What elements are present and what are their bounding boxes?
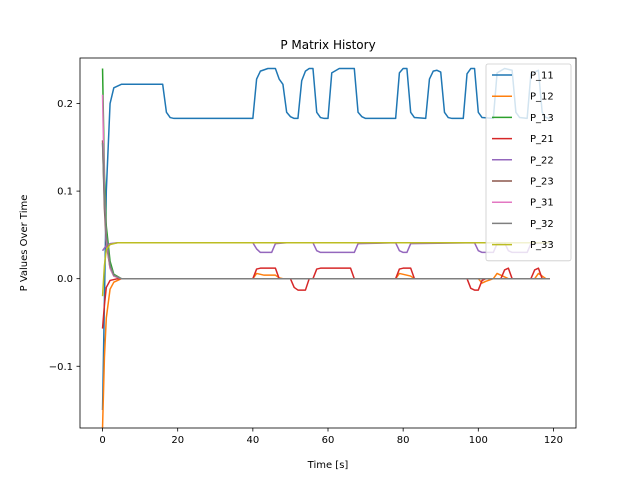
legend-label: P_13: [530, 113, 554, 124]
y-axis-label: P Values Over Time: [19, 195, 30, 292]
legend: P_11 P_12 P_13 P_21 P_22 P_23 P_31 P_32 P_33: [485, 63, 572, 262]
legend-label: P_11: [530, 71, 554, 82]
legend-box: [485, 63, 572, 262]
series-line-p33: [101, 242, 550, 297]
series-line-p32: [101, 142, 550, 280]
x-axis-label: Time [s]: [307, 460, 349, 471]
series-line-p23: [101, 140, 550, 280]
series-line-p22: [101, 242, 550, 254]
x-tick-label: 0: [99, 435, 105, 446]
series-line-p13: [101, 68, 550, 280]
legend-label: P_33: [530, 240, 554, 251]
y-axis: −0.1 0.0 0.1 0.2: [49, 99, 80, 373]
series-line-p31: [101, 94, 550, 280]
series-line-p21: [101, 267, 550, 329]
y-tick-label: 0.0: [57, 274, 73, 285]
legend-label: P_22: [530, 155, 554, 166]
legend-label: P_32: [530, 219, 554, 230]
x-tick-label: 80: [397, 435, 410, 446]
y-tick-label: −0.1: [49, 362, 73, 373]
y-tick-label: 0.1: [57, 187, 73, 198]
x-tick-label: 120: [544, 435, 563, 446]
chart-title: P Matrix History: [280, 38, 375, 52]
x-tick-label: 60: [322, 435, 335, 446]
legend-label: P_31: [530, 198, 554, 209]
x-axis: 0 20 40 60 80 100 120: [99, 428, 563, 446]
x-tick-label: 20: [171, 435, 184, 446]
series-line-p12: [101, 272, 550, 428]
x-tick-label: 100: [469, 435, 488, 446]
series-line-p11: [101, 67, 550, 411]
legend-label: P_12: [530, 92, 554, 103]
y-tick-label: 0.2: [57, 99, 73, 110]
x-tick-label: 40: [246, 435, 259, 446]
legend-label: P_23: [530, 177, 554, 188]
plot-series: [101, 67, 550, 428]
legend-label: P_21: [530, 134, 554, 145]
